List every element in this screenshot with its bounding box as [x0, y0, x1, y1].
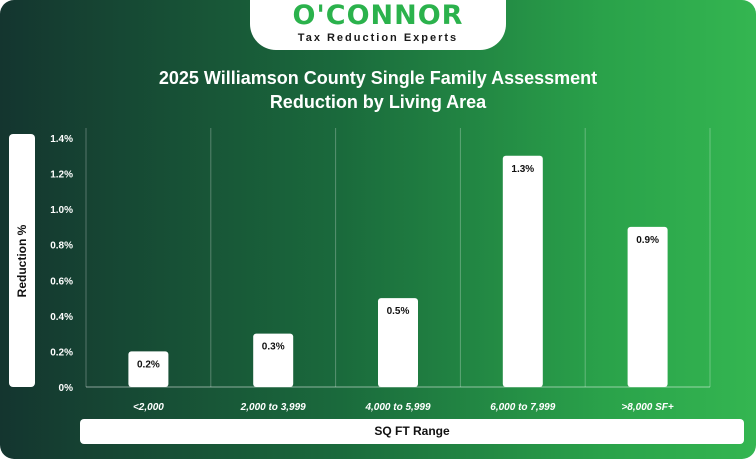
x-axis-label: SQ FT Range — [374, 424, 450, 438]
y-tick-label: 1.4% — [50, 134, 73, 145]
y-tick-label: 1.2% — [50, 170, 73, 181]
bar — [627, 226, 668, 387]
y-tick-label: 1.0% — [50, 205, 73, 216]
x-tick-label: 6,000 to 7,999 — [490, 402, 555, 413]
chart-title-line2: Reduction by Living Area — [269, 92, 487, 112]
y-tick-label: 0.8% — [50, 241, 73, 252]
bar — [253, 333, 294, 387]
y-tick-label: 0% — [59, 383, 74, 394]
x-tick-label: <2,000 — [133, 402, 164, 413]
y-tick-label: 0.4% — [50, 312, 73, 323]
y-tick-label: 0.6% — [50, 276, 73, 287]
bar-value-label: 0.2% — [137, 359, 160, 370]
bar — [502, 155, 543, 387]
x-axis-label-box: SQ FT Range — [80, 419, 744, 444]
bar — [128, 351, 169, 387]
logo: O'CONNOR Tax Reduction Experts — [250, 0, 506, 50]
y-axis-label-box: Reduction % — [9, 134, 35, 387]
bar-value-label: 0.3% — [262, 342, 285, 353]
y-tick-label: 0.2% — [50, 347, 73, 358]
logo-tagline: Tax Reduction Experts — [297, 32, 459, 44]
bar-value-label: 0.9% — [636, 235, 659, 246]
bar-value-label: 1.3% — [511, 164, 534, 175]
x-tick-label: 4,000 to 5,999 — [364, 402, 430, 413]
chart-title: 2025 Williamson County Single Family Ass… — [0, 66, 756, 114]
bar-value-label: 0.5% — [387, 306, 410, 317]
bar — [378, 298, 418, 387]
x-tick-label: >8,000 SF+ — [621, 402, 673, 413]
logo-wordmark: O'CONNOR — [292, 0, 464, 31]
chart-title-line1: 2025 Williamson County Single Family Ass… — [158, 68, 598, 88]
x-tick-label: 2,000 to 3,999 — [240, 402, 306, 413]
